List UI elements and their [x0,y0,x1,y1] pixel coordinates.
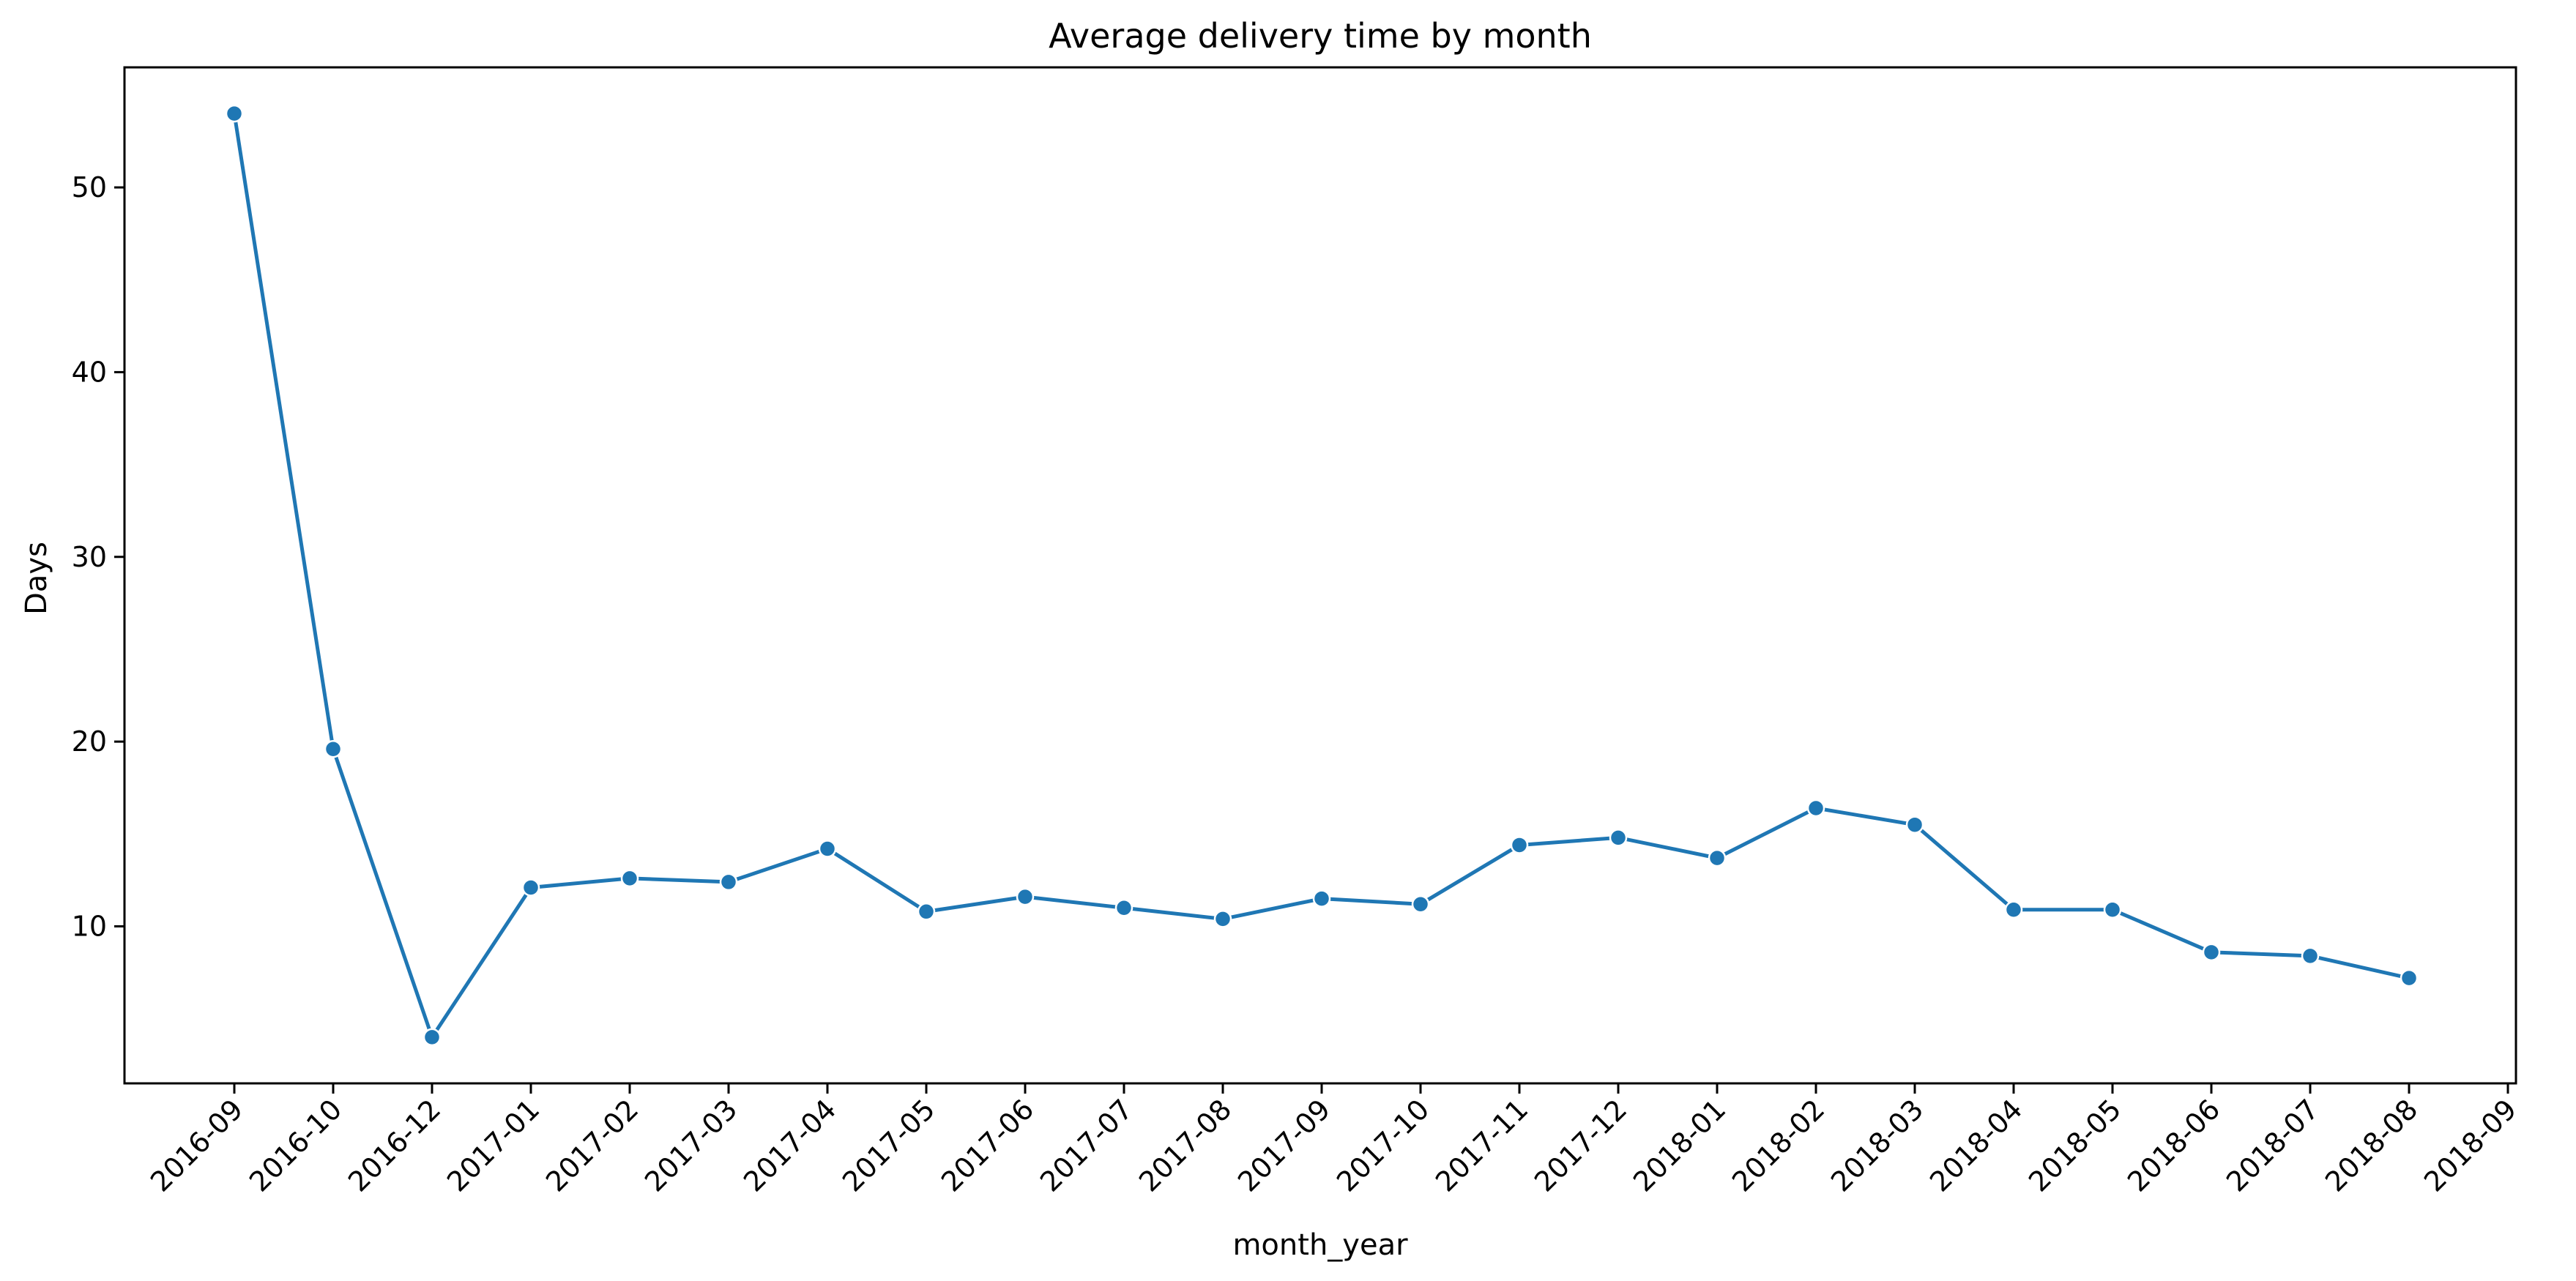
x-tick-label: 2017-07 [1034,1093,1139,1198]
x-tick-label: 2017-02 [540,1093,644,1198]
data-point [719,873,738,892]
y-axis-label: Days [20,542,53,615]
data-point [2004,900,2023,919]
data-point [2103,900,2122,919]
x-tick-label: 2018-04 [1924,1093,2028,1198]
x-tick-label: 2018-05 [2022,1093,2127,1198]
x-tick-label: 2016-12 [342,1093,447,1198]
y-tick-label: 50 [72,171,107,203]
x-tick-label: 2018-08 [2319,1093,2424,1198]
data-point [2301,946,2320,966]
x-tick-label: 2017-09 [1232,1093,1336,1198]
data-point [225,104,244,123]
x-tick-label: 2017-04 [737,1093,842,1198]
x-tick-label: 2018-06 [2121,1093,2226,1198]
data-point [620,869,639,888]
x-tick-label: 2018-03 [1825,1093,1929,1198]
data-point [2202,943,2221,962]
data-point [1411,895,1430,914]
x-tick-label: 2017-11 [1429,1093,1534,1198]
x-tick-label: 2017-08 [1133,1093,1237,1198]
x-tick-label: 2018-07 [2220,1093,2325,1198]
data-point [1609,829,1628,847]
data-point [1016,887,1035,906]
data-point [2400,968,2419,987]
y-tick-label: 40 [72,356,107,388]
y-tick-label: 10 [72,910,107,942]
plot-area-frame [123,66,2517,1085]
data-point [818,840,837,858]
data-point [1708,848,1727,867]
data-point [521,878,540,897]
x-tick-label: 2017-05 [836,1093,941,1198]
x-tick-label: 2017-06 [935,1093,1040,1198]
chart-title: Average delivery time by month [1049,16,1592,56]
y-tick-label: 20 [72,725,107,758]
data-point [1213,910,1232,928]
x-tick-label: 2017-03 [639,1093,743,1198]
x-tick-label: 2018-02 [1726,1093,1831,1198]
x-tick-label: 2017-01 [441,1093,546,1198]
data-point [1510,836,1529,854]
data-point [1114,899,1133,917]
data-point [422,1028,442,1047]
x-tick-label: 2017-12 [1528,1093,1633,1198]
y-tick-label: 30 [72,541,107,573]
x-tick-label: 2017-10 [1330,1093,1435,1198]
data-point [917,903,936,921]
x-tick-label: 2016-09 [144,1093,249,1198]
data-point [1806,799,1825,818]
x-tick-label: 2018-01 [1627,1093,1732,1198]
data-points [225,104,2419,1047]
y-axis-ticks: 10 20 30 40 50 [72,171,124,942]
x-tick-label: 2016-10 [243,1093,348,1198]
x-tick-label: 2018-09 [2418,1093,2523,1198]
x-axis-ticks: 2016-092016-102016-122017-012017-022017-… [144,1083,2523,1198]
data-point [1905,815,1924,834]
data-point [1312,889,1331,908]
data-point [324,739,343,758]
x-axis-label: month_year [1232,1228,1408,1262]
